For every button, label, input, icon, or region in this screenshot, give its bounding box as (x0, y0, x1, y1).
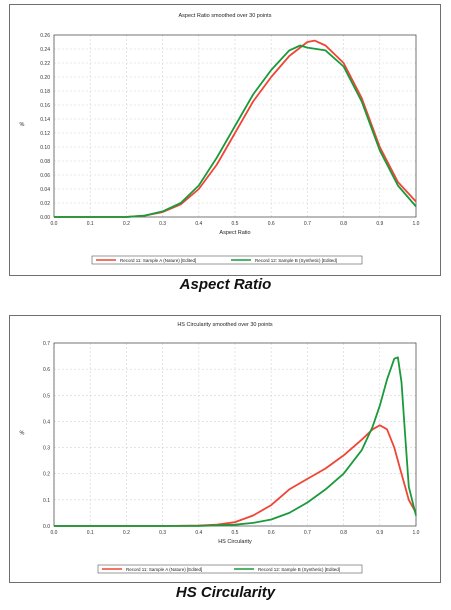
y-tick-label: 0.4 (43, 419, 50, 425)
x-tick-label: 0.9 (376, 530, 383, 536)
x-tick-label: 0.3 (159, 221, 166, 227)
aspect-ratio-caption: Aspect Ratio (179, 276, 272, 293)
y-tick-label: 0.10 (40, 145, 50, 151)
x-tick-label: 0.1 (87, 221, 94, 227)
y-tick-label: 0.22 (40, 61, 50, 67)
series-line-2 (54, 44, 417, 218)
plot-border (53, 34, 417, 218)
legend-label-1: Record 11: Sample A (Nature) [Edited] (120, 258, 196, 263)
y-tick-label: 0.12 (40, 131, 50, 137)
chart-title: HS Circularity smoothed over 30 points (177, 322, 273, 328)
y-tick-label: 0.00 (40, 215, 50, 221)
x-tick-label: 0.2 (123, 221, 130, 227)
x-tick-label: 0.8 (340, 221, 347, 227)
x-axis-label: Aspect Ratio (219, 230, 250, 236)
x-tick-label: 1.0 (413, 530, 420, 536)
y-tick-label: 0.3 (43, 446, 50, 452)
x-tick-label: 0.1 (87, 530, 94, 536)
x-tick-label: 0.7 (304, 221, 311, 227)
x-tick-label: 0.5 (232, 530, 239, 536)
y-tick-label: 0.14 (40, 117, 50, 123)
x-tick-label: 0.2 (123, 530, 130, 536)
y-tick-label: 0.0 (43, 524, 50, 530)
plot-area (54, 343, 416, 526)
y-tick-label: 0.08 (40, 159, 50, 165)
x-tick-label: 0.5 (232, 221, 239, 227)
y-tick-label: 0.06 (40, 173, 50, 179)
y-tick-label: 0.16 (40, 103, 50, 109)
x-tick-label: 1.0 (413, 221, 420, 227)
plot-border (53, 342, 417, 527)
y-tick-label: 0.2 (43, 472, 50, 478)
y-tick-label: 0.24 (40, 47, 50, 53)
hs-circularity-chart-frame: 0.0 0.1 0.2 0.3 0.4 0.5 0.6 0.7 0.0 0.1 0.2 0.3 0.4 0… (9, 315, 441, 583)
x-tick-label: 0.6 (268, 530, 275, 536)
y-axis-label: % (20, 122, 25, 128)
y-tick-label: 0.6 (43, 367, 50, 373)
chart-title: Aspect Ratio smoothed over 30 points (179, 13, 272, 19)
legend-label-2: Record 12: Sample B (Synthetic) [Edited] (255, 258, 337, 263)
legend-label-1: Record 11: Sample A (Nature) [Edited] (126, 567, 202, 572)
aspect-ratio-chart-frame: 0.00 0.02 0.04 0.06 0.08 0.10 0.12 0.14 0.16 0.18… (9, 4, 441, 276)
y-axis-label: % (20, 431, 25, 437)
y-tick-label: 0.02 (40, 201, 50, 207)
legend (97, 564, 363, 574)
x-axis-label: HS Circularity (218, 539, 252, 545)
y-tick-label: 0.1 (43, 498, 50, 504)
x-tick-label: 0.0 (51, 221, 58, 227)
legend (91, 255, 363, 265)
y-tick-label: 0.26 (40, 33, 50, 39)
y-tick-label: 0.7 (43, 341, 50, 347)
aspect-ratio-chart: 0.00 0.02 0.04 0.06 0.08 0.10 0.12 0.14 0.16 0.18… (20, 13, 420, 265)
x-tick-label: 0.8 (340, 530, 347, 536)
x-tick-label: 0.0 (51, 530, 58, 536)
x-tick-label: 0.4 (195, 530, 202, 536)
y-tick-label: 0.04 (40, 187, 50, 193)
y-tick-label: 0.18 (40, 89, 50, 95)
x-tick-label: 0.4 (195, 221, 202, 227)
x-tick-label: 0.6 (268, 221, 275, 227)
x-tick-label: 0.9 (376, 221, 383, 227)
series-line-2 (54, 356, 417, 527)
legend-label-2: Record 12: Sample B (Synthetic) [Edited] (258, 567, 340, 572)
x-tick-label: 0.3 (159, 530, 166, 536)
hs-circularity-chart: 0.0 0.1 0.2 0.3 0.4 0.5 0.6 0.7 0.0 0.1 0.2 0.3 0.4 0… (20, 322, 420, 574)
y-tick-label: 0.5 (43, 393, 50, 399)
x-tick-label: 0.7 (304, 530, 311, 536)
hs-circularity-caption: HS Circularity (175, 584, 276, 601)
y-tick-label: 0.20 (40, 75, 50, 81)
